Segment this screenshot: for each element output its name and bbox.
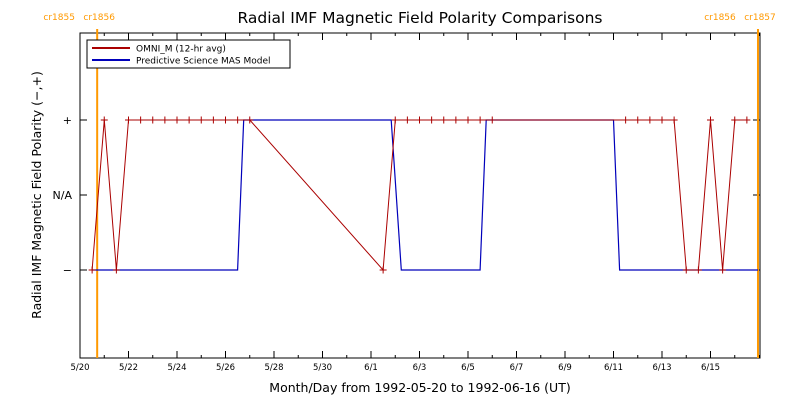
x-tick-label: 5/28	[264, 363, 283, 373]
mas-model-line	[92, 119, 758, 271]
omni-data-point	[452, 116, 460, 124]
omni-line	[91, 119, 747, 272]
chart-title: Radial IMF Magnetic Field Polarity Compa…	[237, 9, 602, 27]
omni-data-point	[416, 116, 423, 124]
omni-data-point	[707, 116, 714, 124]
x-tick-label: 6/13	[652, 363, 671, 373]
omni-data-point	[646, 116, 654, 124]
x-tick-label: 6/15	[701, 363, 720, 373]
omni-data-point	[112, 266, 120, 274]
omni-data-point	[634, 116, 642, 124]
omni-data-point	[622, 116, 630, 124]
omni-data-point	[246, 116, 254, 124]
omni-data-point	[391, 116, 399, 124]
omni-data-point	[743, 116, 751, 124]
carrington-label: cr1856	[83, 13, 115, 23]
omni-data-point	[149, 116, 157, 124]
omni-data-point	[88, 266, 96, 274]
omni-data-point	[161, 116, 169, 124]
omni-data-point	[464, 116, 472, 124]
omni-data-point	[173, 116, 181, 124]
omni-data-point	[222, 116, 229, 124]
plot-frame	[79, 32, 761, 359]
x-tick-label: 5/26	[216, 363, 235, 373]
carrington-label: cr1856	[704, 13, 736, 23]
x-tick-label: 5/24	[167, 363, 186, 373]
carrington-label: cr1855	[43, 13, 75, 23]
omni-data-point	[137, 116, 145, 124]
omni-data-point	[100, 116, 108, 124]
omni-data-point	[428, 116, 436, 124]
y-tick-label: +	[63, 114, 72, 127]
omni-data-point	[197, 116, 205, 124]
omni-data-point	[403, 116, 411, 124]
legend-entry: OMNI_M (12-hr avg)	[136, 45, 226, 55]
omni-data-point	[440, 116, 448, 124]
omni-data-point	[670, 116, 678, 124]
y-tick-label: N/A	[53, 189, 73, 202]
carrington-label: cr1857	[744, 13, 776, 23]
x-tick-label: 6/3	[413, 363, 427, 373]
x-tick-label: 6/11	[604, 363, 623, 373]
x-tick-label: 6/9	[558, 363, 572, 373]
x-tick-label: 6/7	[510, 363, 524, 373]
omni-data-point	[379, 266, 387, 274]
x-tick-label: 5/20	[70, 363, 89, 373]
x-tick-label: 6/5	[461, 363, 475, 373]
omni-data-point	[125, 116, 132, 124]
legend-entry: Predictive Science MAS Model	[136, 57, 271, 67]
legend-box	[86, 39, 291, 69]
y-axis-label: Radial IMF Magnetic Field Polarity (−,+)	[29, 71, 44, 319]
x-tick-label: 5/22	[119, 363, 138, 373]
omni-data-point	[682, 266, 690, 274]
omni-data-point	[476, 116, 484, 124]
x-axis-label: Month/Day from 1992-05-20 to 1992-06-16 …	[269, 380, 570, 395]
omni-data-point	[185, 116, 193, 124]
x-tick-label: 5/30	[313, 363, 332, 373]
x-tick-label: 6/1	[364, 363, 378, 373]
omni-data-point	[719, 266, 727, 274]
omni-data-point	[658, 116, 666, 124]
omni-data-point	[488, 116, 496, 124]
y-tick-label: −	[63, 264, 72, 277]
omni-data-point	[209, 116, 217, 124]
omni-data-point	[731, 116, 739, 124]
omni-data-point	[694, 266, 702, 274]
omni-data-point	[234, 116, 242, 124]
